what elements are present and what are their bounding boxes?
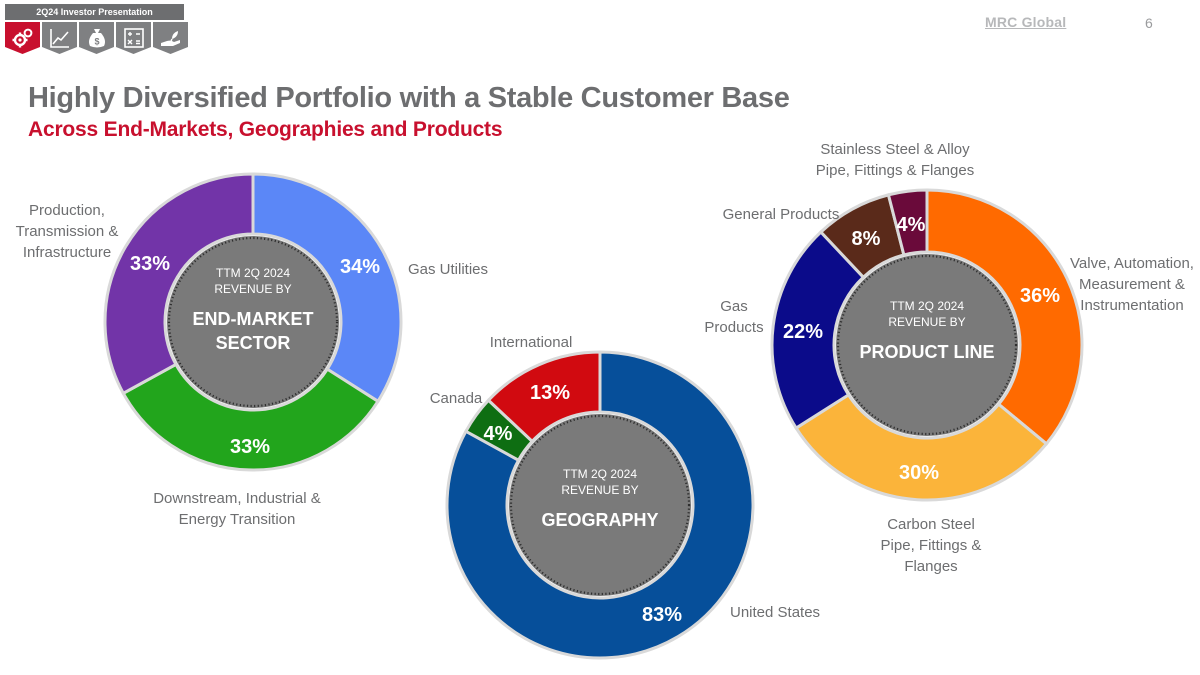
donut-slice[interactable] bbox=[770, 229, 866, 431]
gears-icon bbox=[12, 28, 32, 48]
slice-category-label: Carbon Steel bbox=[887, 516, 975, 533]
donut-chart-1: 34% Gas Utilities 33% Downstream, Industria… bbox=[16, 172, 488, 528]
slice-category-label: Flanges bbox=[904, 558, 957, 575]
page-number: 6 bbox=[1145, 15, 1153, 31]
chart-center-caption: REVENUE BY bbox=[888, 315, 965, 329]
slice-category-label: Downstream, Industrial & bbox=[153, 490, 321, 507]
slice-category-label: Products bbox=[704, 319, 763, 336]
slice-percent-label: 8% bbox=[852, 228, 881, 250]
chart-center-title: PRODUCT LINE bbox=[860, 342, 995, 362]
slice-percent-label: 34% bbox=[340, 256, 380, 278]
slice-category-label: Production, bbox=[29, 202, 105, 219]
slice-percent-label: 33% bbox=[230, 436, 270, 458]
chart-center-caption: REVENUE BY bbox=[214, 282, 291, 296]
nav-tab-sustainability[interactable] bbox=[153, 22, 188, 54]
brand-logo: MRC Global bbox=[985, 14, 1067, 30]
slice-category-label: Infrastructure bbox=[23, 244, 111, 261]
slice-category-label: United States bbox=[730, 604, 820, 621]
nav-tab-operations[interactable] bbox=[5, 22, 40, 54]
chart-center-rim bbox=[167, 236, 339, 408]
slice-category-label: General Products bbox=[723, 206, 840, 223]
svg-text:$: $ bbox=[94, 37, 99, 47]
slice-percent-label: 36% bbox=[1020, 285, 1060, 307]
slice-category-label: Measurement & bbox=[1079, 276, 1185, 293]
page-subtitle: Across End-Markets, Geographies and Prod… bbox=[28, 118, 503, 141]
chart-center-rim bbox=[509, 414, 691, 596]
slice-category-label: Valve, Automation, bbox=[1070, 255, 1194, 272]
slice-percent-label: 13% bbox=[530, 382, 570, 404]
chart-center-rim bbox=[836, 254, 1018, 436]
slice-category-label: Pipe, Fittings & Flanges bbox=[816, 162, 974, 179]
slice-percent-label: 4% bbox=[897, 214, 926, 236]
money-bag-icon: $ bbox=[88, 29, 105, 48]
slice-category-label: Pipe, Fittings & bbox=[881, 537, 982, 554]
chart-center bbox=[836, 254, 1018, 436]
calculator-icon bbox=[123, 28, 144, 48]
chart-center-title: SECTOR bbox=[216, 333, 291, 353]
nav-tab-financials[interactable]: $ bbox=[79, 22, 114, 54]
slice-category-label: Canada bbox=[430, 390, 483, 407]
donut-slice[interactable] bbox=[925, 188, 1084, 446]
slice-category-label: Gas bbox=[720, 298, 748, 315]
chart-center-caption: REVENUE BY bbox=[561, 483, 638, 497]
donut-chart-3: 36% Valve, Automation, Measurement & Instru… bbox=[704, 141, 1194, 575]
donut-slice[interactable] bbox=[886, 188, 929, 257]
chart-center-caption: TTM 2Q 2024 bbox=[563, 467, 637, 481]
slice-percent-label: 4% bbox=[484, 423, 513, 445]
donut-chart-2: 83% United States 4%Canada 13% International… bbox=[430, 334, 820, 660]
slice-category-label: Stainless Steel & Alloy bbox=[820, 141, 970, 158]
slice-percent-label: 83% bbox=[642, 604, 682, 626]
slice-category-label: Instrumentation bbox=[1080, 297, 1183, 314]
nav-tab-calculations[interactable] bbox=[116, 22, 151, 54]
page-title: Highly Diversified Portfolio with a Stab… bbox=[28, 82, 790, 114]
growth-chart-icon bbox=[49, 29, 69, 48]
presentation-label: 2Q24 Investor Presentation bbox=[5, 4, 184, 20]
donut-slice[interactable] bbox=[103, 172, 255, 396]
slice-category-label: Energy Transition bbox=[179, 511, 296, 528]
donut-slice[interactable] bbox=[251, 172, 403, 404]
section-nav: $ bbox=[5, 22, 188, 54]
chart-center-caption: TTM 2Q 2024 bbox=[216, 266, 290, 280]
slice-percent-label: 30% bbox=[899, 462, 939, 484]
donut-slice[interactable] bbox=[121, 362, 381, 472]
chart-center bbox=[509, 414, 691, 596]
slice-category-label: Transmission & bbox=[16, 223, 119, 240]
donut-slice[interactable] bbox=[445, 350, 755, 660]
chart-center-title: GEOGRAPHY bbox=[541, 510, 658, 530]
chart-center-title: END-MARKET bbox=[193, 309, 314, 329]
slice-category-label: International bbox=[490, 334, 573, 351]
chart-center bbox=[167, 236, 339, 408]
slice-category-label: Gas Utilities bbox=[408, 261, 488, 278]
hand-plant-icon bbox=[160, 31, 180, 46]
slice-percent-label: 33% bbox=[130, 253, 170, 275]
slice-percent-label: 22% bbox=[783, 321, 823, 343]
donut-slice[interactable] bbox=[486, 350, 602, 444]
nav-tab-growth[interactable] bbox=[42, 22, 77, 54]
donut-slice[interactable] bbox=[794, 392, 1049, 502]
chart-center-caption: TTM 2Q 2024 bbox=[890, 299, 964, 313]
